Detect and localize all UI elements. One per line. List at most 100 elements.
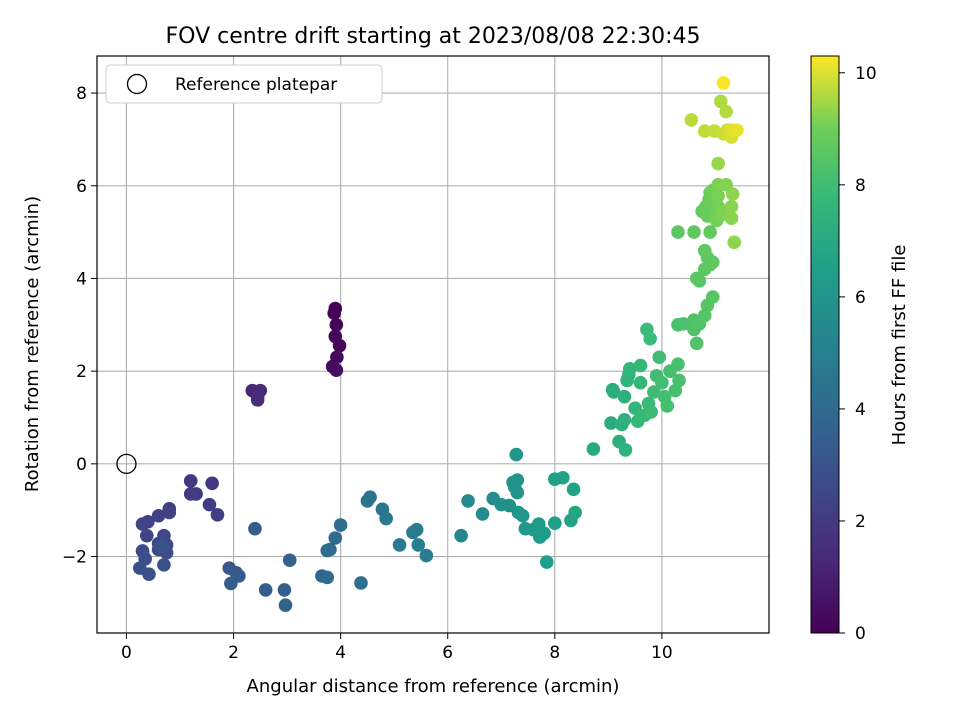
chart-title: FOV centre drift starting at 2023/08/08 … <box>166 24 701 49</box>
x-axis-label: Angular distance from reference (arcmin) <box>247 676 620 697</box>
data-point <box>135 517 150 531</box>
data-point <box>332 338 347 353</box>
data-point <box>537 526 551 541</box>
x-tick-label: 10 <box>651 643 673 663</box>
plot-frame <box>96 55 770 634</box>
data-point <box>668 383 683 398</box>
data-point <box>689 336 704 351</box>
data-point <box>277 583 292 597</box>
y-tick-label: 8 <box>76 84 87 104</box>
data-point <box>154 539 169 554</box>
data-point <box>711 189 725 203</box>
data-point <box>633 375 648 390</box>
data-point <box>328 531 343 545</box>
data-point <box>618 443 633 457</box>
data-point <box>617 389 632 404</box>
x-axis-ticks: 0 2 4 6 8 10 <box>121 633 673 663</box>
data-point <box>258 583 273 597</box>
data-point <box>475 507 490 521</box>
data-point <box>248 521 262 536</box>
data-point <box>705 290 720 304</box>
colorbar-gradient <box>810 55 840 634</box>
data-point <box>210 508 225 522</box>
data-point <box>719 104 733 119</box>
data-point <box>604 416 618 430</box>
legend: Reference platepar <box>105 64 383 104</box>
data-point <box>509 447 524 462</box>
colorbar: 0 2 4 6 8 10 Hours from first FF file <box>810 55 910 644</box>
data-point <box>202 497 217 512</box>
reference-platepar-marker <box>116 453 137 474</box>
data-point <box>687 225 701 239</box>
data-point <box>461 494 475 508</box>
colorbar-tick-label: 0 <box>855 624 866 644</box>
grid-lines <box>97 56 769 633</box>
y-tick-label: −2 <box>62 548 87 568</box>
data-point <box>697 308 712 323</box>
data-point <box>409 522 424 537</box>
data-point <box>278 598 293 612</box>
data-point <box>327 306 342 321</box>
data-point <box>644 405 658 419</box>
colorbar-label: Hours from first FF file <box>889 245 910 446</box>
data-point <box>606 385 621 399</box>
data-point <box>539 555 554 569</box>
data-point <box>250 393 265 407</box>
data-point <box>697 243 712 258</box>
data-point <box>320 570 335 585</box>
data-point <box>705 255 720 270</box>
data-point <box>647 385 661 399</box>
data-point <box>515 508 530 523</box>
data-point <box>684 113 699 127</box>
data-point <box>660 399 675 413</box>
x-tick-label: 6 <box>442 643 453 663</box>
data-point <box>716 76 731 90</box>
data-point <box>510 473 525 487</box>
y-tick-label: 6 <box>76 177 87 197</box>
data-point <box>205 476 219 491</box>
data-point <box>363 490 377 505</box>
data-point <box>142 567 156 581</box>
data-point <box>697 124 712 138</box>
data-point <box>633 358 648 373</box>
data-point <box>725 187 740 201</box>
x-tick-label: 4 <box>335 643 346 663</box>
data-point <box>548 516 562 530</box>
data-point <box>714 94 728 109</box>
y-axis-ticks: −2 0 2 4 6 8 <box>62 84 97 568</box>
y-axis-label: Rotation from reference (arcmin) <box>22 196 43 492</box>
y-tick-label: 2 <box>76 362 87 382</box>
colorbar-tick-label: 2 <box>855 512 866 532</box>
data-point <box>354 576 368 590</box>
data-point <box>419 548 434 563</box>
data-point <box>724 199 739 214</box>
colorbar-tick-label: 10 <box>855 64 877 84</box>
data-point <box>617 413 632 427</box>
data-point <box>703 225 717 239</box>
data-points <box>116 76 744 612</box>
data-point <box>329 318 344 332</box>
data-point <box>689 271 704 286</box>
x-tick-label: 8 <box>549 643 560 663</box>
colorbar-tick-label: 6 <box>855 288 866 308</box>
data-point <box>672 373 686 388</box>
data-point <box>183 487 198 501</box>
data-point <box>711 156 725 171</box>
data-point <box>157 558 171 572</box>
data-point <box>724 211 739 226</box>
x-tick-label: 0 <box>121 643 132 663</box>
data-point <box>379 511 393 526</box>
colorbar-tick-label: 4 <box>855 400 866 420</box>
y-tick-label: 0 <box>76 455 87 475</box>
data-point <box>628 401 642 416</box>
data-point <box>139 528 154 543</box>
data-point <box>727 235 741 250</box>
data-point <box>655 375 669 390</box>
data-point <box>282 553 297 568</box>
data-point <box>183 474 198 488</box>
data-point <box>454 528 468 543</box>
data-point <box>411 538 426 552</box>
colorbar-tick-label: 8 <box>855 176 866 196</box>
legend-box <box>105 64 383 104</box>
